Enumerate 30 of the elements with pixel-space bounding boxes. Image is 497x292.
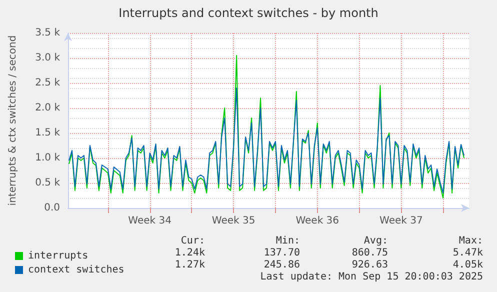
x-tick-label: Week 36 (296, 216, 340, 226)
y-tick-label: 2.0 k (35, 102, 60, 114)
y-tick-label: 0.0 (44, 202, 60, 214)
y-tick-label: 1.0 k (35, 152, 60, 164)
line-series (68, 88, 465, 194)
y-tick-label: 2.5 k (35, 78, 60, 88)
text: 245.86 (264, 260, 300, 270)
x-tick-label: Week 34 (128, 216, 172, 226)
y-tick-label: 3.0 k (35, 52, 60, 64)
y-tick-label: 0.5 k (35, 178, 60, 188)
text: 4.05k (452, 260, 483, 270)
x-tick-label: Week 37 (380, 216, 423, 226)
text: Last update: Mon Sep 15 20:00:03 2025 (260, 272, 484, 282)
text: Cur: (180, 236, 205, 246)
text: Max: (458, 236, 483, 246)
text: 860.75 (352, 248, 388, 258)
chart-title: Interrupts and context switches - by month (118, 6, 378, 20)
text: 1.24k (174, 248, 205, 258)
y-tick-label: 1.5 k (35, 128, 60, 138)
text: 1.27k (174, 260, 205, 270)
legend-label: interrupts (28, 250, 88, 262)
y-axis-title: interrupts & ctx switches / second (8, 35, 18, 206)
legend-label: context switches (28, 264, 124, 276)
x-tick-label: Week 35 (212, 216, 256, 226)
text: 137.70 (264, 248, 300, 258)
text: Min: (276, 236, 300, 246)
text: Avg: (364, 236, 388, 246)
text: 926.63 (352, 260, 388, 270)
text: 5.47k (452, 248, 483, 258)
y-tick-label: 3.5 k (35, 28, 60, 38)
